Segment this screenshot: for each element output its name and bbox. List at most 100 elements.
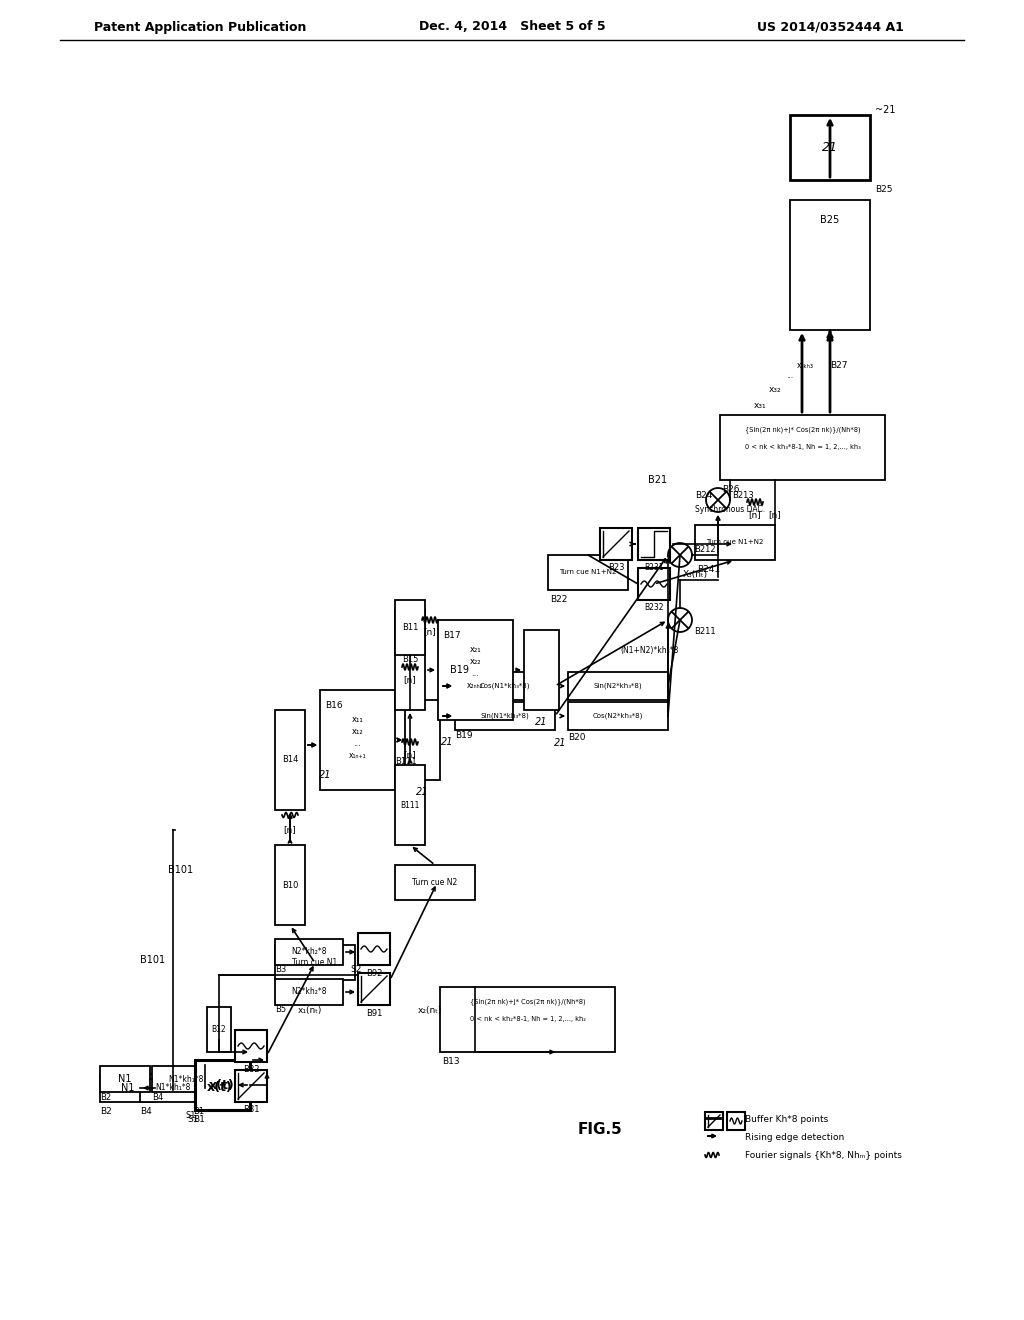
Text: B13: B13 (442, 1057, 460, 1067)
Text: N2*kh₂*8: N2*kh₂*8 (291, 987, 327, 997)
Text: 21: 21 (822, 141, 838, 154)
Bar (395, 766, 425, 845)
Bar (358, 933, 390, 965)
Text: B23: B23 (608, 564, 625, 573)
Text: Cos(N1*kh₃*8): Cos(N1*kh₃*8) (480, 682, 530, 689)
Text: B19: B19 (450, 665, 469, 675)
Text: B92: B92 (366, 969, 382, 978)
Bar (790, 201, 870, 330)
Text: x₃₂: x₃₂ (769, 385, 781, 395)
Text: B5: B5 (275, 1006, 286, 1015)
Text: FIG.5: FIG.5 (578, 1122, 623, 1138)
Text: B4: B4 (140, 1107, 152, 1117)
Bar (234, 1071, 267, 1102)
Text: B4: B4 (152, 1093, 163, 1102)
Bar (406, 700, 440, 780)
Bar (568, 672, 668, 700)
Text: x₃ₖₕ₃: x₃ₖₕ₃ (797, 360, 813, 370)
Bar (100, 1074, 155, 1102)
Text: B101: B101 (168, 865, 194, 875)
Text: S1: S1 (185, 1111, 197, 1121)
Bar (234, 1030, 267, 1063)
Text: B16: B16 (325, 701, 343, 710)
Text: Patent Application Publication: Patent Application Publication (94, 21, 306, 33)
Text: B1: B1 (193, 1115, 205, 1125)
Text: [n]: [n] (284, 825, 296, 834)
Text: B81: B81 (243, 1106, 259, 1114)
Text: x₁₂: x₁₂ (351, 727, 364, 737)
Text: B27: B27 (830, 360, 848, 370)
Text: Cos(N2*kh₃*8): Cos(N2*kh₃*8) (593, 713, 643, 719)
Text: Dec. 4, 2014   Sheet 5 of 5: Dec. 4, 2014 Sheet 5 of 5 (419, 21, 605, 33)
Text: ...: ... (786, 371, 794, 380)
Bar (440, 987, 615, 1052)
Text: N2*kh₂*8: N2*kh₂*8 (291, 948, 327, 957)
Bar (524, 630, 559, 710)
Bar (705, 1111, 723, 1130)
Text: B17: B17 (443, 631, 461, 639)
Text: Synchronous DAC.: Synchronous DAC. (695, 506, 765, 515)
Text: B111: B111 (395, 758, 417, 767)
Text: [n]: [n] (403, 751, 417, 759)
Bar (638, 568, 670, 601)
Text: B15: B15 (401, 656, 418, 664)
Text: B1: B1 (193, 1107, 204, 1117)
Text: B101: B101 (140, 954, 165, 965)
Text: N1: N1 (121, 1082, 134, 1093)
Bar (395, 610, 425, 710)
Bar (275, 710, 305, 810)
Text: N1: N1 (118, 1074, 132, 1084)
Bar (275, 845, 305, 925)
Bar (548, 554, 628, 590)
Bar (568, 702, 668, 730)
Bar (455, 702, 555, 730)
Bar (195, 1065, 245, 1110)
Text: B212: B212 (694, 545, 716, 554)
Text: ...: ... (472, 669, 479, 678)
Text: Turn cue N2: Turn cue N2 (413, 878, 458, 887)
Bar (600, 528, 632, 560)
Text: [n]: [n] (403, 676, 417, 685)
Text: x₃₁: x₃₁ (754, 400, 766, 409)
Text: B213: B213 (732, 491, 754, 499)
Text: Turn cue N1: Turn cue N1 (293, 958, 338, 968)
Text: {Sin(2π nk)+j* Cos(2π nk)}/(Nh*8): {Sin(2π nk)+j* Cos(2π nk)}/(Nh*8) (744, 426, 860, 433)
Text: B111: B111 (400, 800, 420, 809)
Text: B21: B21 (648, 475, 667, 484)
Text: {Sin(2π nk)+j* Cos(2π nk)}/(Nh*8): {Sin(2π nk)+j* Cos(2π nk)}/(Nh*8) (470, 999, 586, 1006)
Bar (395, 601, 425, 655)
Bar (275, 945, 355, 979)
Text: B14: B14 (282, 755, 298, 764)
Text: N1*kh₁*8: N1*kh₁*8 (168, 1074, 204, 1084)
Bar (720, 414, 885, 480)
Text: B231: B231 (644, 564, 664, 573)
Text: X₃(nₜ): X₃(nₜ) (682, 570, 708, 579)
Text: Buffer Kh*8 points: Buffer Kh*8 points (745, 1115, 828, 1125)
Text: B24: B24 (695, 491, 713, 499)
Bar (140, 1074, 205, 1102)
Text: B25: B25 (874, 186, 893, 194)
Bar (358, 973, 390, 1005)
Text: S2: S2 (350, 965, 361, 974)
Bar (727, 1111, 745, 1130)
Text: B211: B211 (694, 627, 716, 636)
Text: B241: B241 (697, 565, 720, 574)
Text: [n]: [n] (749, 511, 762, 520)
Text: Sin(N2*kh₃*8): Sin(N2*kh₃*8) (594, 682, 642, 689)
Bar (100, 1067, 150, 1092)
Text: Rising edge detection: Rising edge detection (745, 1134, 844, 1143)
Bar (319, 690, 395, 789)
Text: 21: 21 (536, 717, 548, 727)
Text: B12: B12 (212, 1026, 226, 1035)
Bar (638, 528, 670, 560)
Text: B2: B2 (100, 1107, 112, 1117)
Text: x₂₁: x₂₁ (470, 645, 481, 655)
Bar (275, 979, 343, 1005)
Text: x₁₁: x₁₁ (351, 715, 364, 725)
Text: 0 < nk < kh₂*8-1, Nh = 1, 2,..., kh₂: 0 < nk < kh₂*8-1, Nh = 1, 2,..., kh₂ (469, 1016, 586, 1022)
Text: x₂ₙₕ₂: x₂ₙₕ₂ (467, 681, 484, 690)
Text: [n]: [n] (424, 627, 436, 636)
Text: (N1+N2)*kh₃*8: (N1+N2)*kh₃*8 (620, 645, 678, 655)
Bar (195, 1060, 250, 1110)
Text: B26: B26 (722, 486, 739, 495)
